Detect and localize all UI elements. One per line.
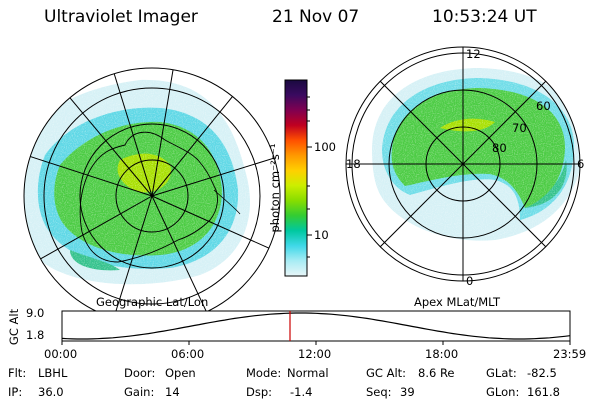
colorbar (284, 79, 312, 277)
glat-value: -82.5 (527, 366, 557, 380)
mlat-label-70: 70 (512, 121, 527, 135)
mlt-label-6: 6 (577, 157, 585, 171)
ip-value: 36.0 (38, 385, 64, 399)
left-panel-caption: Geographic Lat/Lon (96, 295, 209, 309)
altitude-ylabel: GC Alt (7, 308, 21, 346)
seq-label: Seq: (366, 385, 392, 399)
glat-label: GLat: (486, 366, 517, 380)
ip-label: IP: (8, 385, 23, 399)
glon-value: 161.8 (527, 385, 560, 399)
gcalt-value: 8.6 Re (418, 366, 455, 380)
filter-label: Flt: (8, 366, 27, 380)
antarctica-coastline (79, 131, 218, 263)
mlt-label-12: 12 (466, 47, 481, 61)
apex-polar-plot (345, 46, 581, 282)
image-time: 10:53:24 UT (432, 7, 537, 27)
geographic-map (23, 67, 281, 325)
colorbar-unit: photon cm⁻²s⁻¹ (268, 143, 282, 233)
gain-label: Gain: (124, 385, 155, 399)
filter-value: LBHL (38, 366, 68, 380)
mlt-label-0: 0 (466, 274, 474, 288)
dsp-label: Dsp: (246, 385, 273, 399)
dsp-value: -1.4 (290, 385, 313, 399)
glon-label: GLon: (486, 385, 520, 399)
seq-value: 39 (400, 385, 415, 399)
time-tick-2359: 23:59 (553, 347, 587, 361)
altitude-ytick-1.8: 1.8 (26, 328, 45, 342)
time-tick-1800: 18:00 (425, 347, 459, 361)
altitude-plot (61, 310, 571, 345)
mlat-label-80: 80 (492, 141, 507, 155)
mlat-label-60: 60 (536, 99, 551, 113)
time-tick-0600: 06:00 (171, 347, 205, 361)
time-tick-1200: 12:00 (298, 347, 332, 361)
door-value: Open (165, 366, 196, 380)
altitude-curve (61, 312, 571, 340)
gain-value: 14 (165, 385, 180, 399)
mode-value: Normal (287, 366, 329, 380)
gcalt-label: GC Alt: (366, 366, 407, 380)
altitude-ytick-9: 9.0 (26, 306, 45, 320)
instrument-title: Ultraviolet Imager (44, 7, 198, 27)
door-label: Door: (124, 366, 156, 380)
colorbar-tick-10: 10 (314, 228, 329, 242)
colorbar-tick-100: 100 (314, 140, 336, 154)
time-tick-0000: 00:00 (44, 347, 78, 361)
image-date: 21 Nov 07 (272, 7, 360, 27)
mlt-label-18: 18 (346, 157, 361, 171)
right-panel-caption: Apex MLat/MLT (414, 295, 501, 309)
mode-label: Mode: (246, 366, 282, 380)
